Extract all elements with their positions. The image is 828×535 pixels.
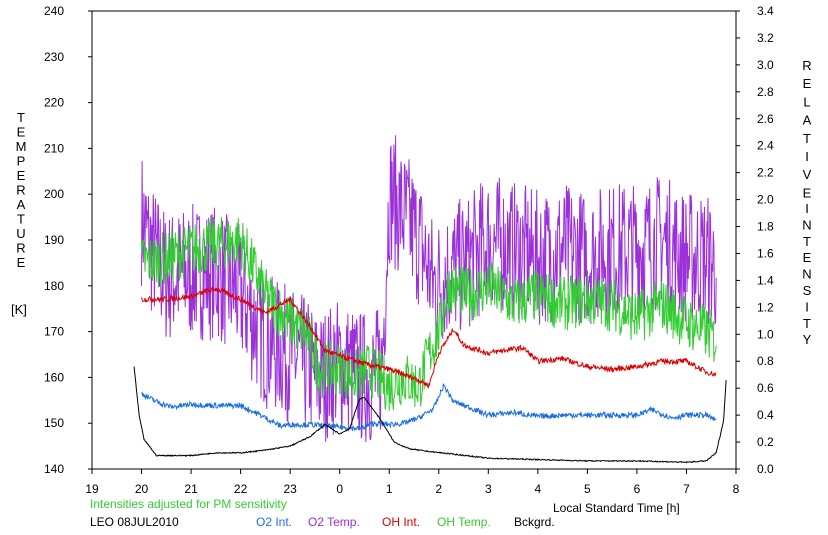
right-axis-letter: Y: [803, 332, 812, 347]
right-tick-label: 3.0: [757, 58, 774, 72]
station-label: LEO 08JUL2010: [90, 515, 179, 529]
x-tick-label: 7: [683, 482, 690, 496]
left-axis-unit: [K]: [11, 302, 27, 317]
right-tick-label: 1.0: [757, 327, 774, 341]
right-axis-letter: E: [803, 185, 812, 200]
x-tick-label: 2: [435, 482, 442, 496]
x-tick-label: 8: [733, 482, 740, 496]
right-axis-letter: N: [802, 217, 811, 232]
x-tick-label: 6: [634, 482, 641, 496]
right-axis-letter: L: [803, 94, 810, 109]
left-axis-letter: T: [17, 212, 25, 227]
left-tick-label: 160: [44, 370, 64, 384]
x-tick-label: 0: [336, 482, 343, 496]
right-tick-label: 2.8: [757, 85, 774, 99]
left-tick-label: 240: [44, 4, 64, 18]
left-axis-letter: E: [17, 168, 26, 183]
right-axis-letter: A: [803, 113, 812, 128]
right-axis-letter: T: [803, 131, 811, 146]
left-axis-letter: T: [17, 110, 25, 125]
left-tick-label: 220: [44, 96, 64, 110]
left-tick-label: 140: [44, 462, 64, 476]
x-tick-label: 1: [386, 482, 393, 496]
x-tick-label: 5: [584, 482, 591, 496]
x-axis-label: Local Standard Time [h]: [553, 501, 680, 515]
series-layer: [133, 135, 727, 464]
left-tick-label: 210: [44, 141, 64, 155]
legend-oh-int: OH Int.: [382, 515, 420, 529]
series-line-oh-int: [141, 286, 717, 389]
left-axis-letter: M: [16, 139, 27, 154]
legend-bckgrd: Bckgrd.: [514, 515, 555, 529]
left-axis-letter: R: [16, 241, 25, 256]
right-tick-label: 2.6: [757, 112, 774, 126]
x-axis: 19 20 21 22 23 0 1 2 3 4 5 6 7 8: [85, 469, 740, 496]
right-axis-letter: T: [803, 234, 811, 249]
left-axis-letter: E: [17, 255, 26, 270]
right-axis-letter: V: [803, 167, 812, 182]
left-tick-label: 170: [44, 325, 64, 339]
right-tick-label: 0.8: [757, 354, 774, 368]
x-tick-label: 23: [283, 482, 297, 496]
x-tick-label: 22: [234, 482, 248, 496]
right-axis-letter: E: [803, 250, 812, 265]
right-tick-label: 2.4: [757, 139, 774, 153]
series-line-o2-int: [141, 383, 717, 432]
left-tick-label: 190: [44, 233, 64, 247]
right-tick-label: 3.4: [757, 4, 774, 18]
right-axis-letter: S: [803, 283, 812, 298]
note-text: Intensities adjusted for PM sensitivity: [90, 497, 287, 511]
left-tick-label: 150: [44, 416, 64, 430]
right-tick-label: 1.4: [757, 273, 774, 287]
right-axis-letter: E: [803, 76, 812, 91]
right-axis-letter: N: [802, 267, 811, 282]
left-tick-label: 230: [44, 50, 64, 64]
left-tick-label: 200: [44, 187, 64, 201]
left-tick-label: 180: [44, 279, 64, 293]
right-tick-label: 0.6: [757, 381, 774, 395]
left-axis-letter: A: [17, 197, 26, 212]
left-axis-letter: R: [16, 183, 25, 198]
right-tick-label: 0.2: [757, 435, 774, 449]
right-tick-label: 0.4: [757, 408, 774, 422]
right-tick-label: 2.0: [757, 193, 774, 207]
x-tick-label: 4: [535, 482, 542, 496]
right-axis-letter: R: [802, 58, 811, 73]
left-axis-letter: P: [17, 154, 26, 169]
right-tick-label: 0.0: [757, 462, 774, 476]
right-axis: 0.0 0.2 0.4 0.6 0.8 1.0 1.2 1.4 1.6 1.8 2.0 2.2 2.4 2…: [736, 4, 774, 476]
left-axis-letter: U: [16, 226, 25, 241]
right-tick-label: 1.2: [757, 300, 774, 314]
right-tick-label: 2.2: [757, 166, 774, 180]
series-line-o2-temp: [141, 135, 717, 443]
right-axis-letter: I: [805, 201, 809, 216]
right-tick-label: 3.2: [757, 31, 774, 45]
legend-oh-temp: OH Temp.: [437, 515, 491, 529]
series-line-oh-temp: [141, 217, 717, 412]
right-tick-label: 1.6: [757, 246, 774, 260]
series-line-bckgrd: [133, 366, 727, 464]
right-axis-letter: I: [805, 299, 809, 314]
left-axis-letter: E: [17, 125, 26, 140]
right-axis-letter: I: [805, 149, 809, 164]
left-axis: 140 150 160 170 180 190 200 210 220 230 240: [44, 4, 92, 476]
x-tick-label: 20: [135, 482, 149, 496]
legend-o2-int: O2 Int.: [256, 515, 292, 529]
right-tick-label: 1.8: [757, 220, 774, 234]
x-tick-label: 19: [85, 482, 99, 496]
x-tick-label: 21: [184, 482, 198, 496]
right-axis-letter: T: [803, 316, 811, 331]
x-tick-label: 3: [485, 482, 492, 496]
legend-o2-temp: O2 Temp.: [308, 515, 360, 529]
